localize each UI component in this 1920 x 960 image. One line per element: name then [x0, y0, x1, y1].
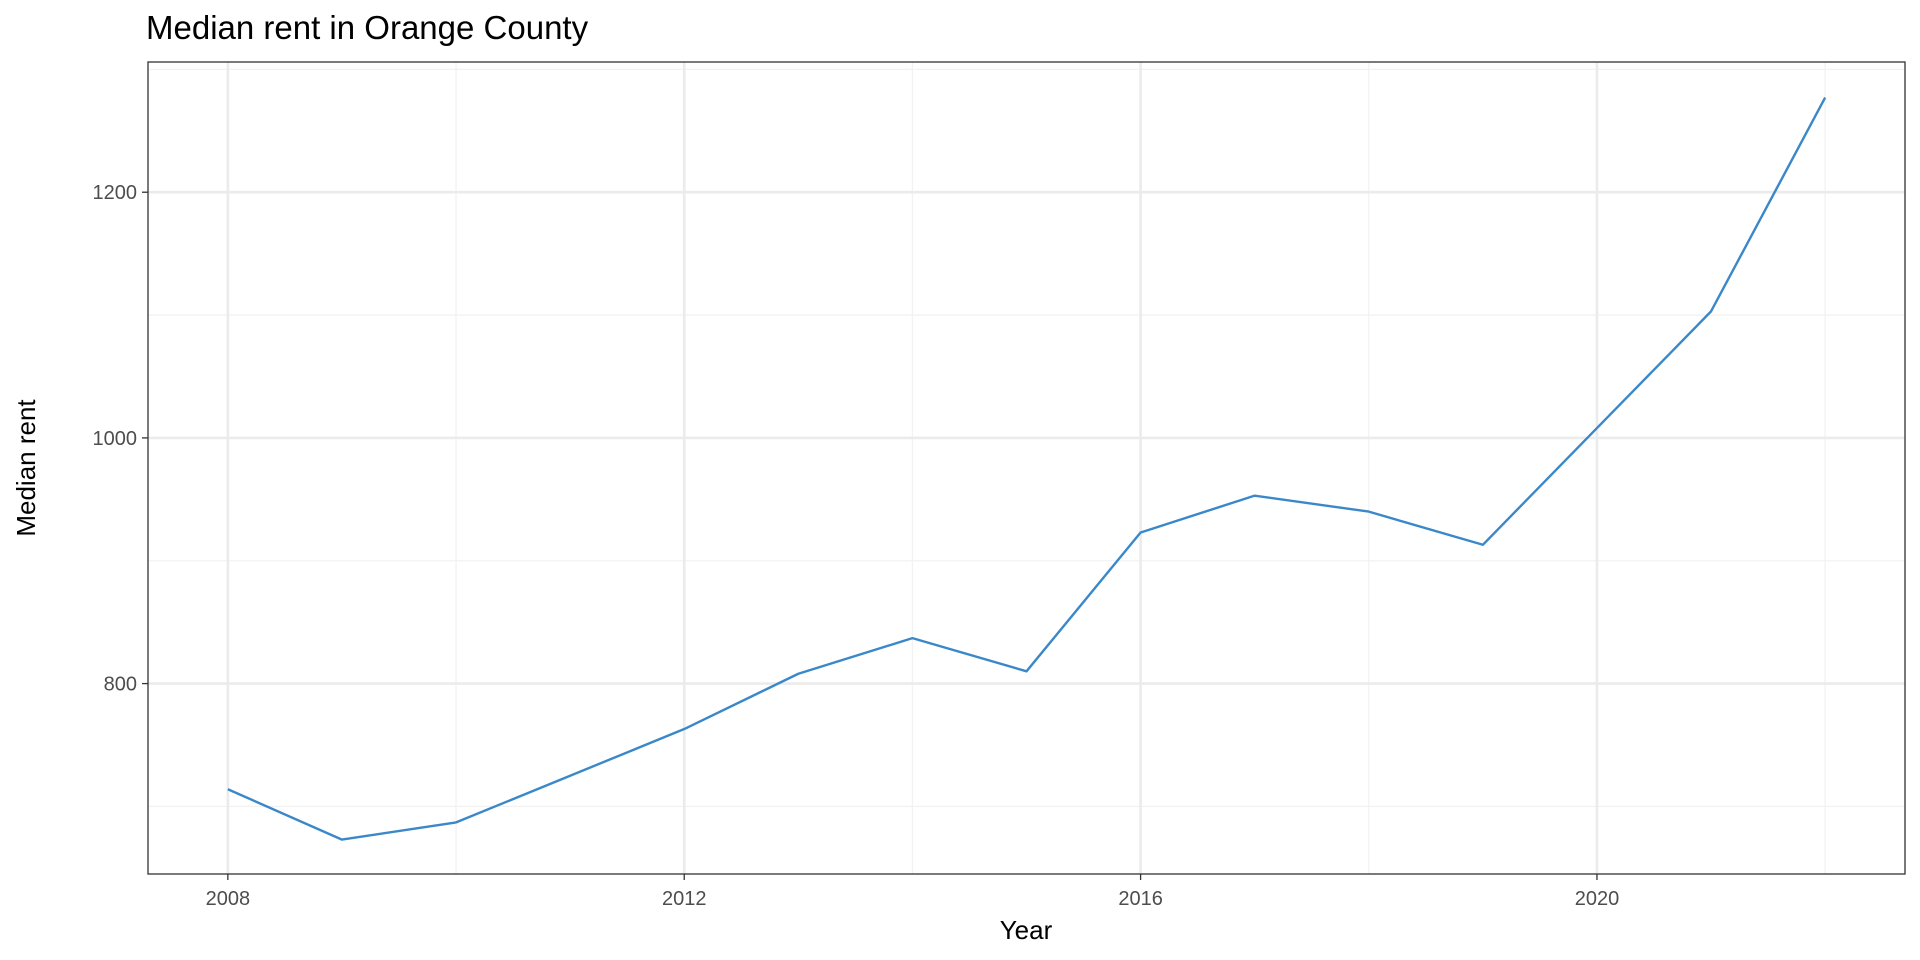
x-axis-ticks: 2008 2012 2016 2020	[206, 874, 1620, 910]
y-tick-label: 800	[104, 674, 137, 696]
panel-border	[147, 61, 1906, 875]
series-line	[227, 97, 1827, 841]
minor-gridlines	[148, 62, 1905, 874]
x-tick-label: 2008	[206, 888, 251, 910]
x-tick-label: 2020	[1575, 888, 1620, 910]
x-tick-label: 2016	[1118, 888, 1163, 910]
y-axis-ticks: 800 1000 1200	[93, 182, 148, 696]
chart-title: Median rent in Orange County	[146, 9, 589, 46]
series-layer	[227, 97, 1827, 841]
y-tick-label: 1200	[93, 182, 138, 204]
x-tick-label: 2012	[662, 888, 707, 910]
y-tick-label: 1000	[93, 428, 138, 450]
y-axis-title: Median rent	[11, 399, 41, 537]
x-axis-title: Year	[1000, 915, 1053, 945]
major-gridlines	[148, 62, 1905, 874]
